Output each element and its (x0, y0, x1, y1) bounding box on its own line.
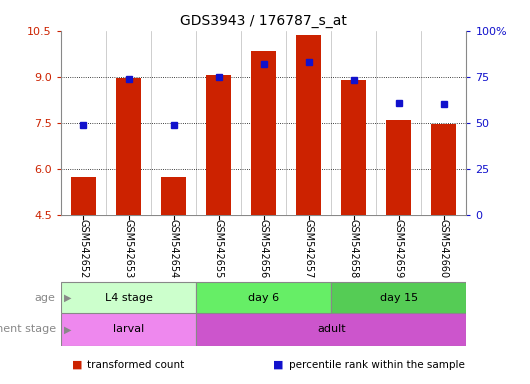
Bar (61, 313, 196, 346)
Text: age: age (35, 293, 56, 303)
Text: transformed count: transformed count (87, 360, 184, 370)
Text: GSM542658: GSM542658 (349, 219, 359, 278)
Text: adult: adult (317, 324, 346, 334)
Bar (331, 282, 466, 313)
Text: GSM542652: GSM542652 (78, 219, 89, 278)
Text: day 15: day 15 (380, 293, 418, 303)
Bar (61, 282, 196, 313)
Text: ▶: ▶ (64, 324, 71, 334)
Bar (71, 177, 96, 215)
Bar (251, 51, 276, 215)
Text: larval: larval (113, 324, 144, 334)
Title: GDS3943 / 176787_s_at: GDS3943 / 176787_s_at (180, 14, 347, 28)
Bar (296, 35, 321, 215)
Text: GSM542660: GSM542660 (439, 219, 449, 278)
Text: ■: ■ (273, 360, 284, 370)
Text: percentile rank within the sample: percentile rank within the sample (289, 360, 465, 370)
Text: GSM542659: GSM542659 (394, 219, 404, 278)
Text: GSM542656: GSM542656 (259, 219, 269, 278)
Bar (386, 120, 411, 215)
Bar (196, 282, 331, 313)
Bar (206, 75, 231, 215)
Text: ■: ■ (72, 360, 82, 370)
Bar (341, 80, 366, 215)
Text: GSM542654: GSM542654 (169, 219, 179, 278)
Text: ▶: ▶ (64, 293, 71, 303)
Text: day 6: day 6 (248, 293, 279, 303)
Bar (196, 313, 466, 346)
Bar (161, 177, 186, 215)
Text: GSM542653: GSM542653 (123, 219, 134, 278)
Text: GSM542655: GSM542655 (214, 219, 224, 278)
Text: development stage: development stage (0, 324, 56, 334)
Text: L4 stage: L4 stage (104, 293, 153, 303)
Bar (431, 124, 456, 215)
Bar (116, 78, 141, 215)
Text: GSM542657: GSM542657 (304, 219, 314, 278)
